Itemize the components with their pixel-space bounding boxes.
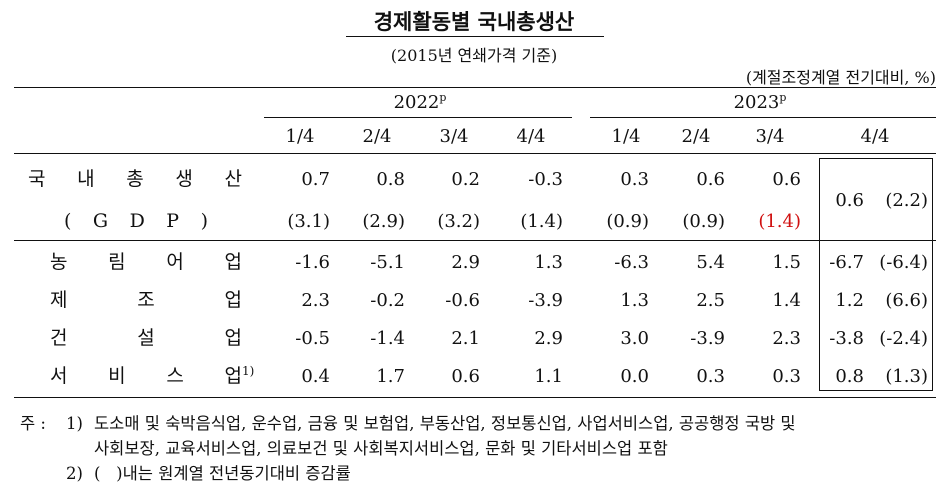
industry-value: 2.3 [301,290,330,311]
industry-value: -0.6 [445,290,480,311]
gdp-value: 0.7 [301,169,330,190]
gdp-yoy: (3.1) [287,211,330,232]
industry-label-agriculture: 농 림 어 업 [50,251,242,273]
gdp-bottom-rule [14,240,936,241]
quarter-header: 3/4 [755,126,785,147]
industry-label-construction: 건 설 업 [50,327,242,349]
note-1-line2: 사회보장, 교육서비스업, 의료보건 및 사회복지서비스업, 문화 및 기타서비… [94,439,668,458]
industry-value: 0.3 [696,366,725,387]
industry-value: -5.1 [370,252,405,273]
gdp-value: 0.6 [696,169,725,190]
note-2-text: ( )내는 원계열 전년동기대비 증감률 [94,464,351,483]
table-title: 경제활동별 국내총생산 [373,10,575,34]
services-footnote-marker: 1) [242,364,255,378]
industry-latest-value: 1.2 [835,290,864,311]
gdp-abbrev-label: ( G D P ) [64,210,208,232]
year-rule-2023 [590,117,936,118]
industry-latest-value: -6.7 [829,252,864,273]
gdp-value: -0.3 [528,169,563,190]
industry-value: 3.0 [620,328,649,349]
industry-latest-value: 0.8 [835,366,864,387]
industry-value: 1.1 [534,366,563,387]
industry-value: 2.9 [451,252,480,273]
quarter-header: 4/4 [516,126,546,147]
industry-value: -3.9 [690,328,725,349]
industry-value: 1.7 [376,366,405,387]
quarter-header: 1/4 [285,126,315,147]
note-1-line1: 도소매 및 숙박음식업, 운수업, 금융 및 보험업, 부동산업, 정보통신업,… [94,414,796,433]
unit-label: (계절조정계열 전기대비, %) [745,68,936,87]
industry-latest-value: -3.8 [829,328,864,349]
table-subtitle: (2015년 연쇄가격 기준) [390,46,558,65]
latest-quarter-box [819,158,933,391]
industry-value: 0.4 [301,366,330,387]
gdp-label: 국 내 총 생 산 [28,168,242,190]
industry-value: 2.9 [534,328,563,349]
quarter-header: 2/4 [681,126,711,147]
industry-value: 0.6 [451,366,480,387]
gdp-yoy: (0.9) [606,211,649,232]
gdp-yoy-highlight: (1.4) [758,211,801,232]
industry-value: 2.3 [772,328,801,349]
note-1-number: 1) [66,414,83,433]
gdp-yoy: (3.2) [437,211,480,232]
title-underline [346,36,604,37]
industry-value: -1.6 [295,252,330,273]
industry-value: 2.5 [696,290,725,311]
gdp-yoy: (2.9) [362,211,405,232]
gdp-value: 0.3 [620,169,649,190]
quarter-header: 2/4 [362,126,392,147]
year-header-2023: 2023p [733,91,787,113]
note-prefix: 주 : [20,414,46,433]
header-top-rule [14,87,936,88]
industry-value: -0.5 [295,328,330,349]
year-header-2022: 2022p [393,91,447,113]
industry-label-manufacturing: 제 조 업 [50,289,242,311]
industry-value: -1.4 [370,328,405,349]
industry-latest-yoy: (-2.4) [879,328,928,349]
industry-value: 1.3 [534,252,563,273]
industry-value: 1.5 [772,252,801,273]
industry-value: 2.1 [451,328,480,349]
gdp-latest-value: 0.6 [835,190,864,211]
gdp-value: 0.6 [772,169,801,190]
gdp-value: 0.8 [376,169,405,190]
industry-value: 5.4 [696,252,725,273]
industry-label-services: 서 비 스 업 [50,365,242,387]
industry-value: 1.4 [772,290,801,311]
industry-value: -6.3 [614,252,649,273]
gdp-yoy: (1.4) [520,211,563,232]
quarter-header: 3/4 [439,126,469,147]
gdp-yoy: (0.9) [682,211,725,232]
industry-value: -3.9 [528,290,563,311]
gdp-value: 0.2 [451,169,480,190]
note-2-number: 2) [66,464,83,483]
industry-latest-yoy: (-6.4) [879,252,928,273]
year-rule-2022 [264,117,572,118]
industry-latest-yoy: (6.6) [885,290,928,311]
industry-value: 0.3 [772,366,801,387]
table-bottom-rule [14,397,936,398]
gdp-latest-yoy: (2.2) [885,190,928,211]
industry-value: 1.3 [620,290,649,311]
industry-latest-yoy: (1.3) [885,366,928,387]
quarter-header: 1/4 [611,126,641,147]
header-bottom-rule [14,153,936,154]
industry-value: 0.0 [620,366,649,387]
quarter-header: 4/4 [860,126,890,147]
industry-value: -0.2 [370,290,405,311]
